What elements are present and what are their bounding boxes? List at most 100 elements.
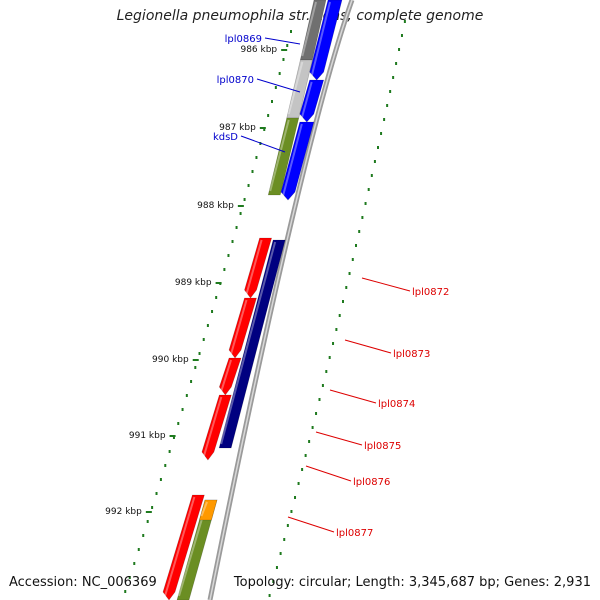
- inner-ring-dot: [181, 408, 184, 411]
- inner-ring-dot: [282, 58, 285, 61]
- inner-ring-dot: [255, 156, 258, 159]
- outer-ring-dot: [345, 286, 348, 289]
- reverse-cds-lpl0875-shine: [202, 396, 223, 457]
- inner-ring-dot: [251, 170, 254, 173]
- map-title: Legionella pneumophila str. Lens, comple…: [116, 8, 484, 24]
- outer-ring-dot: [332, 342, 335, 345]
- outer-ring-dot: [318, 398, 321, 401]
- outer-ring-dot: [377, 146, 380, 149]
- inner-ring-dot: [194, 366, 197, 369]
- outer-ring-dot: [351, 258, 354, 261]
- inner-ring-dot: [137, 548, 140, 551]
- inner-ring-dot: [172, 436, 175, 439]
- outer-ring-dot: [301, 468, 304, 471]
- gene-label-lpl0870: lpl0870: [217, 75, 254, 86]
- gene-label-kdsd: kdsD: [213, 132, 238, 143]
- inner-ring-dot: [190, 380, 193, 383]
- inner-ring-dot: [286, 44, 289, 47]
- inner-ring-dot: [243, 198, 246, 201]
- inner-ring-dot: [198, 352, 201, 355]
- gene-label-lpl0873: lpl0873: [393, 349, 430, 360]
- reverse-cds-lpl0877-shine: [164, 496, 196, 597]
- tick-mark: [169, 435, 176, 437]
- forward-cds-lpl0869-shine: [310, 1, 331, 77]
- leader-line: [256, 78, 301, 93]
- outer-ring-dot: [297, 482, 300, 485]
- grey-block-light-shine: [287, 61, 304, 115]
- inner-ring-dot: [239, 212, 242, 215]
- leader-line: [240, 135, 286, 153]
- reverse-cds-lpl0872: [244, 237, 273, 299]
- outer-ring-dot: [386, 104, 389, 107]
- inner-ring-dot: [151, 506, 154, 509]
- outer-ring-dot: [383, 118, 386, 121]
- accession-text: Accession: NC_006369: [9, 575, 157, 590]
- inner-ring-dot: [211, 310, 214, 313]
- leader-line: [315, 431, 363, 446]
- reverse-cds-lpl0874-shine: [220, 359, 232, 392]
- inner-ring-dot: [164, 464, 167, 467]
- outer-ring-dot: [321, 384, 324, 387]
- tick-mark: [192, 359, 199, 361]
- orange-block-shine: [200, 501, 208, 517]
- outer-ring-dot: [325, 370, 328, 373]
- outer-ring-dot: [364, 202, 367, 205]
- inner-ring-dot: [177, 422, 180, 425]
- inner-ring-dot: [206, 324, 209, 327]
- outer-ring-dot: [395, 62, 398, 65]
- outer-ring-dot: [392, 76, 395, 79]
- reverse-cds-lpl0875: [201, 394, 232, 461]
- inner-ring-dot: [146, 520, 149, 523]
- outer-ring-dot: [338, 314, 341, 317]
- outer-ring-dot: [304, 454, 307, 457]
- outer-ring-dot: [279, 552, 282, 555]
- tick-label: 988 kbp: [197, 201, 234, 211]
- tick-mark: [281, 49, 288, 51]
- leader-line: [305, 465, 352, 482]
- leader-line: [329, 389, 377, 404]
- inner-ring-dot: [155, 492, 158, 495]
- grey-block-top-shine: [301, 1, 317, 57]
- outer-ring-dot: [400, 34, 403, 37]
- reverse-cds-lpl0874: [218, 357, 242, 396]
- outer-ring-dot: [342, 300, 344, 303]
- backbone-line-highlight: [209, 0, 353, 600]
- inner-ring-dot: [133, 562, 136, 565]
- tick-label: 991 kbp: [129, 431, 166, 441]
- outer-ring-dot: [275, 566, 278, 569]
- forward-cds-lpl0869: [309, 0, 343, 81]
- inner-ring-dot: [271, 100, 273, 103]
- outer-ring-dot: [398, 48, 401, 51]
- backbone-line: [207, 0, 355, 600]
- inner-ring-dot: [263, 128, 266, 131]
- tick-label: 987 kbp: [219, 123, 256, 133]
- inner-ring-dot: [247, 184, 250, 187]
- tick-label: 992 kbp: [105, 507, 142, 517]
- topology-text: Topology: circular; Length: 3,345,687 bp…: [233, 575, 591, 590]
- inner-ring-dot: [290, 30, 293, 33]
- outer-ring-dot: [272, 580, 275, 583]
- inner-ring-dot: [159, 478, 162, 481]
- gene-label-lpl0875: lpl0875: [364, 441, 401, 452]
- forward-cds-kdsd: [280, 121, 315, 201]
- outer-dotted-ring: [268, 20, 406, 597]
- outer-ring-dot: [373, 160, 376, 163]
- inner-ring-dot: [202, 338, 205, 341]
- inner-ring-dot: [142, 534, 145, 537]
- reverse-cds-lpl0872-shine: [245, 239, 263, 295]
- inner-ring-dot: [267, 114, 270, 117]
- outer-ring-dot: [370, 174, 373, 177]
- outer-ring-dot: [367, 188, 370, 191]
- outer-ring-dot: [361, 216, 364, 219]
- reverse-cds-lpl0877: [162, 494, 205, 600]
- outer-ring-dot: [358, 230, 361, 233]
- tick-mark: [215, 282, 222, 284]
- leader-line: [287, 516, 335, 533]
- outer-ring-dot: [389, 90, 392, 93]
- olive-block-kdsd-shine: [269, 119, 290, 192]
- inner-ring-dot: [185, 394, 188, 397]
- forward-cds-lpl0870-shine: [300, 81, 313, 119]
- leader-line: [344, 339, 392, 354]
- tick-label: 990 kbp: [152, 355, 189, 365]
